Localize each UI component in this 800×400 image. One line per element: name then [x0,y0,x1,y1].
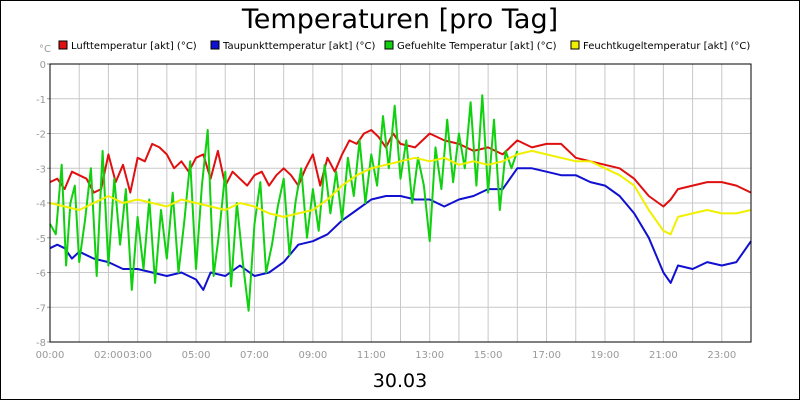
series-line-3 [49,149,752,236]
date-label: 30.03 [373,370,427,392]
plot-border [49,63,752,343]
series-line-1 [49,167,752,291]
y-tick-label: -5 [36,234,46,245]
x-tick-label: 23:00 [707,350,736,361]
x-tick-label: 00:00 [36,350,65,361]
legend-label: Taupunkttemperatur [akt] (°C) [222,41,375,52]
y-tick-label: -7 [36,303,46,314]
series-line-2 [49,94,519,312]
legend-swatch [384,40,394,50]
x-tick-label: 13:00 [415,350,444,361]
y-unit-label: °C [39,44,51,55]
y-axis-ticks: 0 -1 -2 -3 -4 -5 -6 -7 -8 [36,60,50,349]
x-tick-label: 19:00 [591,350,620,361]
legend-label: Feuchtkugeltemperatur [akt] (°C) [583,41,750,52]
plot-series [49,94,752,312]
x-tick-label: 05:00 [182,350,211,361]
x-tick-label: 07:00 [240,350,269,361]
legend-swatch [58,40,68,50]
x-tick-label: 09:00 [298,350,327,361]
y-tick-label: -8 [36,338,46,349]
y-tick-label: -1 [36,95,46,106]
legend-swatch [210,40,220,50]
y-tick-label: -2 [36,130,46,141]
x-tick-label: 15:00 [474,350,503,361]
x-tick-label: 03:00 [123,350,152,361]
x-tick-label: 17:00 [532,350,561,361]
y-tick-label: 0 [40,60,46,71]
x-tick-label: 11:00 [357,350,386,361]
y-tick-label: -3 [36,164,46,175]
chart-title: Temperaturen [pro Tag] [241,4,558,35]
x-axis-ticks: 00:00 02:00 03:00 05:00 07:00 09:00 11:00 13:00… [36,350,737,361]
y-tick-label: -4 [36,199,46,210]
legend-swatch [570,40,580,50]
legend-label: Lufttemperatur [akt] (°C) [71,41,197,52]
legend: Lufttemperatur [akt] (°C) Taupunkttempera… [58,40,750,52]
y-tick-label: -6 [36,269,46,280]
legend-label: Gefuehlte Temperatur [akt] (°C) [397,41,557,52]
x-tick-label: 21:00 [649,350,678,361]
x-tick-label: 02:00 [94,350,123,361]
